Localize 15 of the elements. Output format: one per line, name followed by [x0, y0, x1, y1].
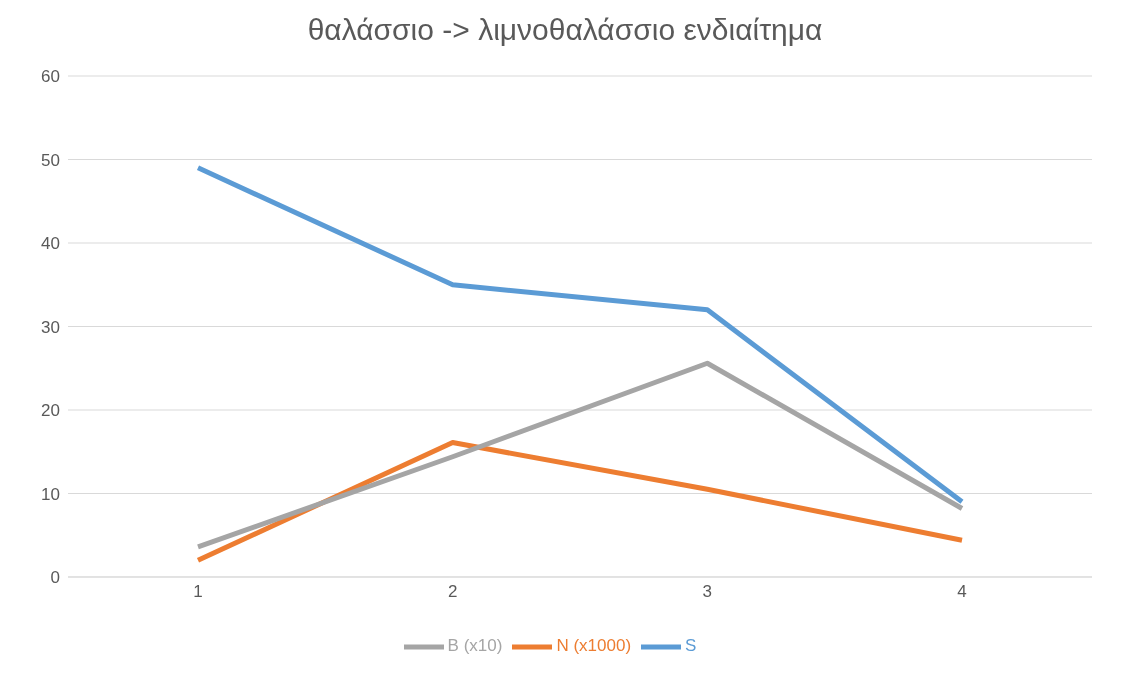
legend-label: N (x1000): [556, 636, 632, 656]
y-tick-label: 30: [41, 317, 60, 337]
x-tick-label: 1: [193, 582, 203, 602]
legend-label: B (x10): [447, 636, 503, 656]
y-tick-label: 60: [41, 67, 60, 87]
x-tick-label: 2: [447, 582, 458, 602]
y-tick-label: 20: [41, 401, 60, 421]
x-tick-label: 4: [957, 582, 967, 602]
y-tick-label: 10: [41, 484, 60, 504]
y-tick-label: 40: [41, 234, 60, 254]
y-tick-label: 0: [50, 568, 60, 588]
chart-title: θαλάσσιο -> λιμνοθαλάσσιο ενδιαίτημα: [306, 12, 824, 48]
y-tick-label: 50: [41, 150, 60, 170]
x-tick-label: 3: [702, 582, 713, 602]
legend-label: S: [685, 636, 697, 656]
